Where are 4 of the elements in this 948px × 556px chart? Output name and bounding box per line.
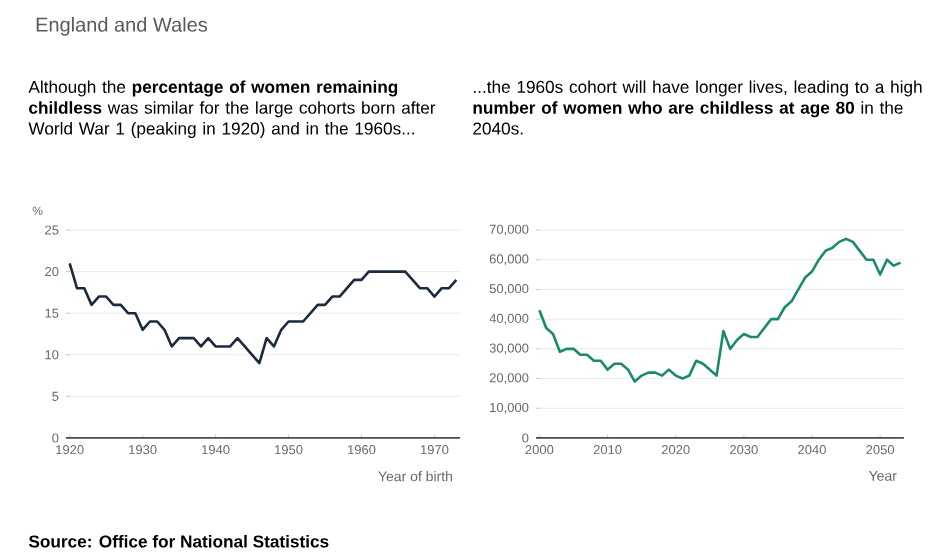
text: ...the 1960s cohort will have longer lives, leading to a high number of women who are childless at age 80 in the 2040s. bbox=[473, 80, 922, 135]
text: Although the percentage of women remaining childless was similar for the large cohorts born after World War 1 (peaking in 1920) and in the 1960s... bbox=[28, 80, 436, 139]
source-note: Source: Office for National Statistics bbox=[28, 534, 329, 548]
chart-title: England and Wales bbox=[36, 17, 208, 36]
